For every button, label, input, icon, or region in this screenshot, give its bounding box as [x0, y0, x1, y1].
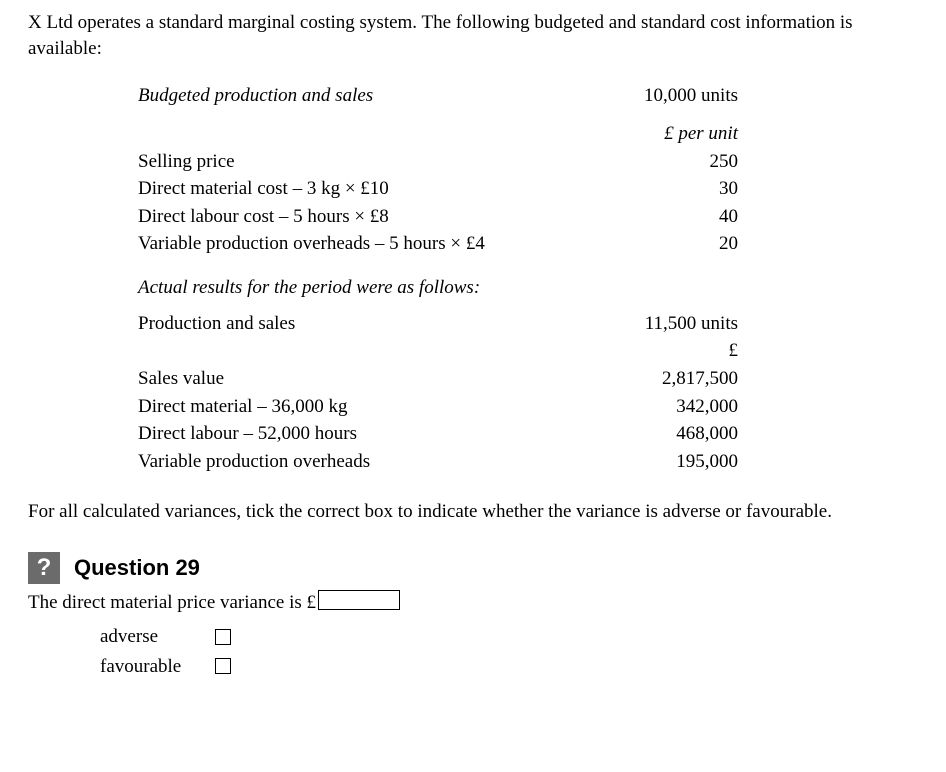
budget-row-value: 20	[598, 231, 738, 257]
actual-row-label: Direct material – 36,000 kg	[138, 394, 598, 420]
question-body: The direct material price variance is £	[28, 588, 918, 616]
actual-row-value: 468,000	[598, 421, 738, 447]
answer-input-box[interactable]	[318, 590, 400, 610]
budget-row-value: 250	[598, 149, 738, 175]
budget-row-label: Selling price	[138, 149, 598, 175]
budget-block: Budgeted production and sales 10,000 uni…	[28, 83, 918, 474]
question-body-text: The direct material price variance is £	[28, 592, 316, 613]
option-adverse-checkbox[interactable]	[215, 629, 231, 645]
budget-row-label: Direct material cost – 3 kg × £10	[138, 176, 598, 202]
actual-row-label: Variable production overheads	[138, 449, 598, 475]
actual-heading: Actual results for the period were as fo…	[138, 275, 598, 301]
budget-heading: Budgeted production and sales	[138, 83, 598, 109]
actual-row-label: Direct labour – 52,000 hours	[138, 421, 598, 447]
question-block: ? Question 29 The direct material price …	[28, 552, 918, 679]
budget-row-label: Variable production overheads – 5 hours …	[138, 231, 598, 257]
intro-paragraph: X Ltd operates a standard marginal costi…	[28, 10, 918, 61]
actual-prod-value: 11,500 units	[598, 311, 738, 337]
actual-col-header: £	[598, 338, 738, 364]
actual-row-label: Sales value	[138, 366, 598, 392]
option-adverse-label: adverse	[100, 624, 195, 650]
question-title: Question 29	[74, 553, 200, 583]
budget-row-label: Direct labour cost – 5 hours × £8	[138, 204, 598, 230]
actual-row-value: 2,817,500	[598, 366, 738, 392]
option-favourable-checkbox[interactable]	[215, 658, 231, 674]
actual-row-value: 342,000	[598, 394, 738, 420]
question-mark-icon: ?	[28, 552, 60, 584]
option-favourable-label: favourable	[100, 654, 195, 680]
actual-prod-label: Production and sales	[138, 311, 598, 337]
closing-paragraph: For all calculated variances, tick the c…	[28, 499, 918, 525]
budget-heading-value: 10,000 units	[598, 83, 738, 109]
budget-col-header: £ per unit	[598, 121, 738, 147]
actual-row-value: 195,000	[598, 449, 738, 475]
budget-row-value: 40	[598, 204, 738, 230]
budget-row-value: 30	[598, 176, 738, 202]
